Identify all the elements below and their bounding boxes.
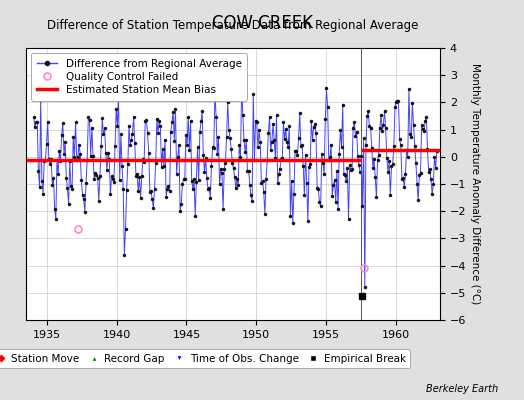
- Text: COW CREEK: COW CREEK: [212, 14, 312, 32]
- Legend: Station Move, Record Gap, Time of Obs. Change, Empirical Break: Station Move, Record Gap, Time of Obs. C…: [0, 350, 410, 368]
- Text: Berkeley Earth: Berkeley Earth: [425, 384, 498, 394]
- Title: Difference of Station Temperature Data from Regional Average: Difference of Station Temperature Data f…: [48, 18, 419, 32]
- Y-axis label: Monthly Temperature Anomaly Difference (°C): Monthly Temperature Anomaly Difference (…: [470, 63, 481, 305]
